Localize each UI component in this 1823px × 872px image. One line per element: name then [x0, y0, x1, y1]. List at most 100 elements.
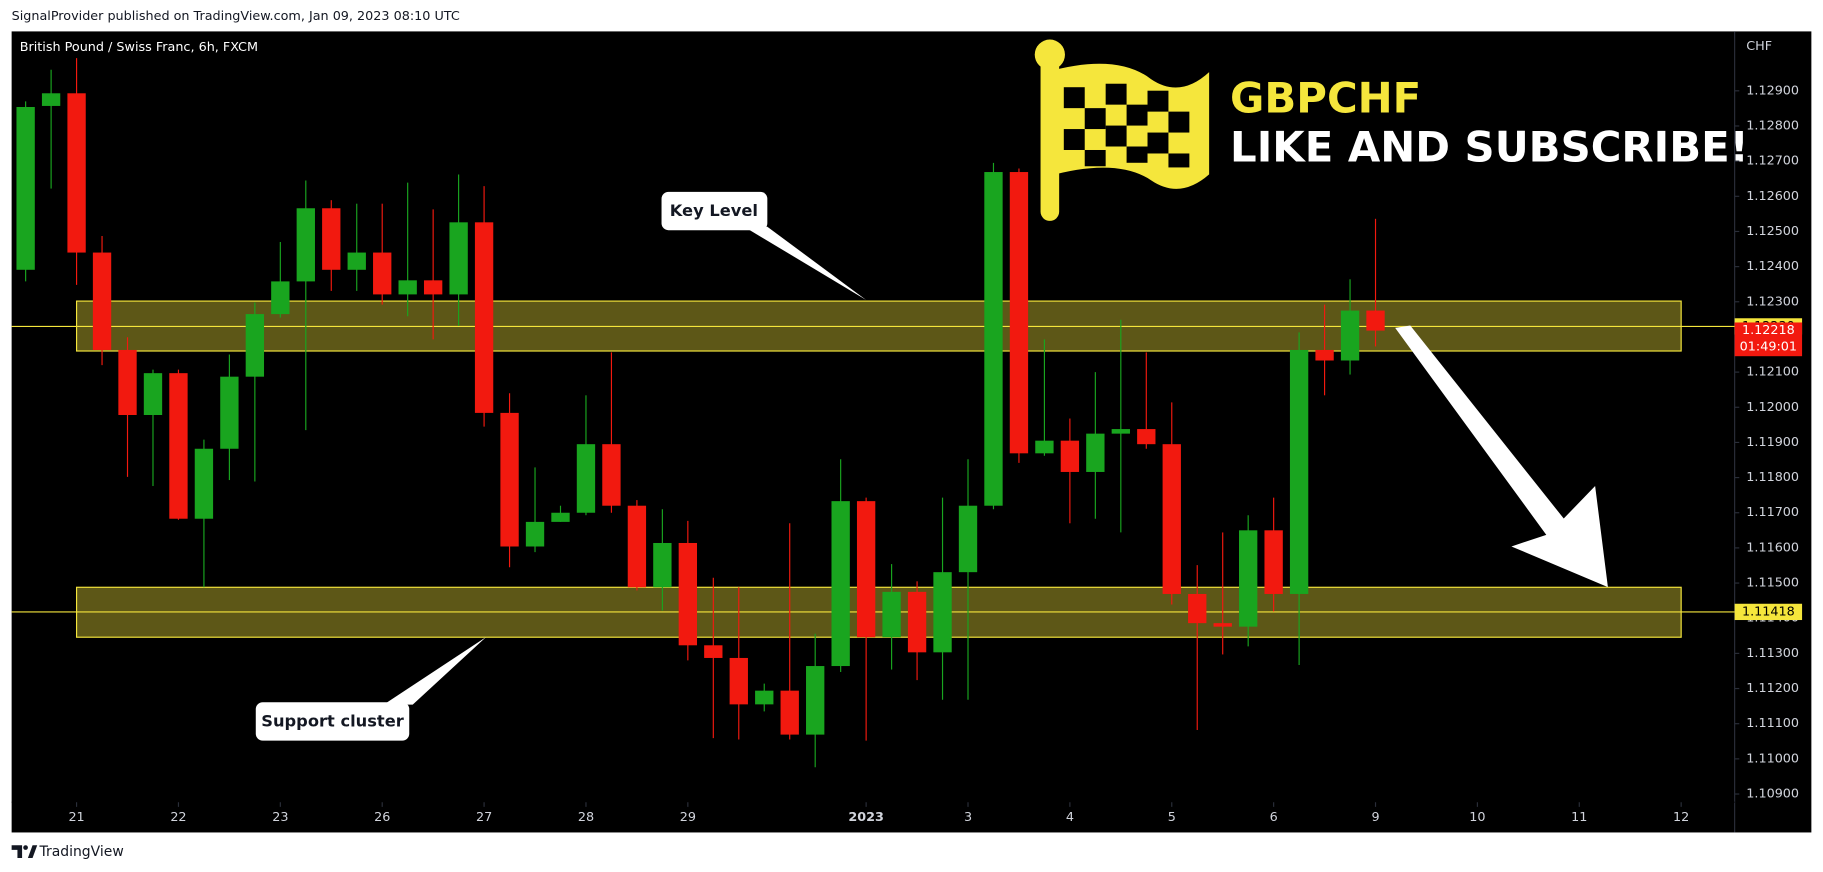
candle-body — [500, 412, 519, 547]
y-tick-label: 1.11300 — [1746, 646, 1799, 661]
candle-body — [882, 591, 901, 638]
banner-symbol: GBPCHF — [1230, 74, 1421, 123]
y-tick-label: 1.11800 — [1746, 470, 1799, 485]
x-tick-label: 9 — [1371, 810, 1379, 825]
candle-body — [245, 314, 265, 377]
x-tick-label: 29 — [680, 810, 696, 825]
candle-body — [322, 208, 341, 270]
y-tick-label: 1.12500 — [1746, 224, 1799, 239]
candle-body — [1111, 429, 1130, 434]
candle-body — [1009, 172, 1029, 454]
y-tick-label: 1.11100 — [1746, 716, 1799, 731]
candle-body — [780, 690, 799, 735]
candle-body — [118, 349, 137, 416]
last-price-label: 1.12218 — [1742, 323, 1795, 338]
price-tag — [1734, 603, 1803, 621]
y-tick-label: 1.12000 — [1746, 400, 1799, 415]
x-tick-label: 3 — [964, 810, 972, 825]
y-tick-label: 1.12100 — [1746, 365, 1799, 380]
candle-body — [143, 373, 163, 416]
candle-body — [1162, 444, 1181, 594]
x-tick-label: 5 — [1168, 810, 1176, 825]
candle-body — [194, 448, 214, 519]
candle-body — [907, 591, 927, 653]
candle-body — [653, 542, 672, 588]
y-tick-label: 1.12600 — [1746, 189, 1799, 204]
candle-body — [627, 505, 647, 588]
chart-panel — [11, 31, 1812, 833]
arrow — [1395, 325, 1608, 588]
annotation: Key Level — [670, 201, 758, 220]
x-tick-label: 26 — [374, 810, 390, 825]
y-tick-label: 1.12900 — [1746, 83, 1799, 98]
tv-logo — [11, 845, 38, 859]
candle-body — [704, 645, 723, 658]
candle-body — [958, 505, 978, 573]
candle-body — [1188, 593, 1207, 624]
candle-body — [423, 280, 443, 295]
currency: CHF — [1746, 39, 1772, 54]
x-tick-label: 21 — [68, 810, 84, 825]
flag-icon — [1034, 39, 1210, 221]
candle-body — [1239, 530, 1258, 627]
candle-body — [806, 666, 825, 735]
x-tick-label: 4 — [1066, 810, 1074, 825]
publisher: SignalProvider published on TradingView.… — [12, 9, 460, 24]
y-tick-label: 1.11600 — [1746, 540, 1799, 555]
candle-body — [169, 373, 188, 519]
candle-body — [373, 252, 392, 295]
candle-body — [1366, 310, 1385, 331]
candle-body — [41, 93, 61, 106]
y-tick-label: 1.11500 — [1746, 576, 1799, 591]
x-tick-label: 11 — [1571, 810, 1587, 825]
chart-title: British Pound / Swiss Franc, 6h, FXCM — [20, 40, 258, 55]
y-tick-label: 1.12800 — [1746, 118, 1799, 133]
y-tick-label: 1.11200 — [1746, 681, 1799, 696]
candle-body — [347, 252, 366, 270]
candle-body — [1060, 440, 1080, 472]
candle-body — [525, 521, 545, 547]
y-tick-label: 1.11000 — [1746, 751, 1799, 766]
candle-body — [1340, 310, 1360, 361]
candle-body — [1035, 440, 1054, 454]
candle-body — [296, 208, 315, 282]
candle-body — [551, 512, 570, 522]
price-tag-label: 1.11418 — [1742, 604, 1795, 619]
x-tick-label: 28 — [578, 810, 594, 825]
candle-body — [755, 690, 774, 705]
last-price-tag — [1734, 322, 1803, 357]
candle-body — [474, 222, 494, 413]
x-tick-label: 6 — [1270, 810, 1278, 825]
candle-body — [1137, 429, 1156, 445]
candle-body — [16, 106, 35, 270]
countdown: 01:49:01 — [1740, 339, 1797, 354]
candle-body — [398, 280, 417, 295]
y-tick-label: 1.12400 — [1746, 259, 1799, 274]
y-tick-label: 1.12300 — [1746, 294, 1799, 309]
banner-text: LIKE AND SUBSCRIBE! — [1230, 122, 1749, 171]
candle-body — [602, 444, 621, 506]
x-tick-label: 10 — [1469, 810, 1485, 825]
y-tick-label: 1.10900 — [1746, 787, 1799, 802]
candle-body — [1315, 349, 1334, 361]
candle-body — [729, 657, 748, 705]
candle-body — [933, 572, 952, 653]
y-tick-label: 1.11900 — [1746, 435, 1799, 450]
candle-body — [1086, 433, 1105, 472]
candle-body — [271, 281, 290, 315]
brand: TradingView — [39, 844, 124, 860]
candle-body — [220, 376, 239, 449]
key-level-callout: Key Level — [661, 191, 867, 300]
candle-body — [678, 542, 698, 646]
x-tick-label: 27 — [476, 810, 492, 825]
candle-body — [1213, 623, 1232, 627]
candle-body — [1289, 349, 1309, 594]
plot — [11, 58, 1735, 768]
y-tick-label: 1.11700 — [1746, 505, 1799, 520]
candle-body — [831, 501, 850, 667]
candle-body — [984, 172, 1003, 506]
y-tick-label: 1.12700 — [1746, 154, 1799, 169]
candle-body — [67, 93, 86, 253]
